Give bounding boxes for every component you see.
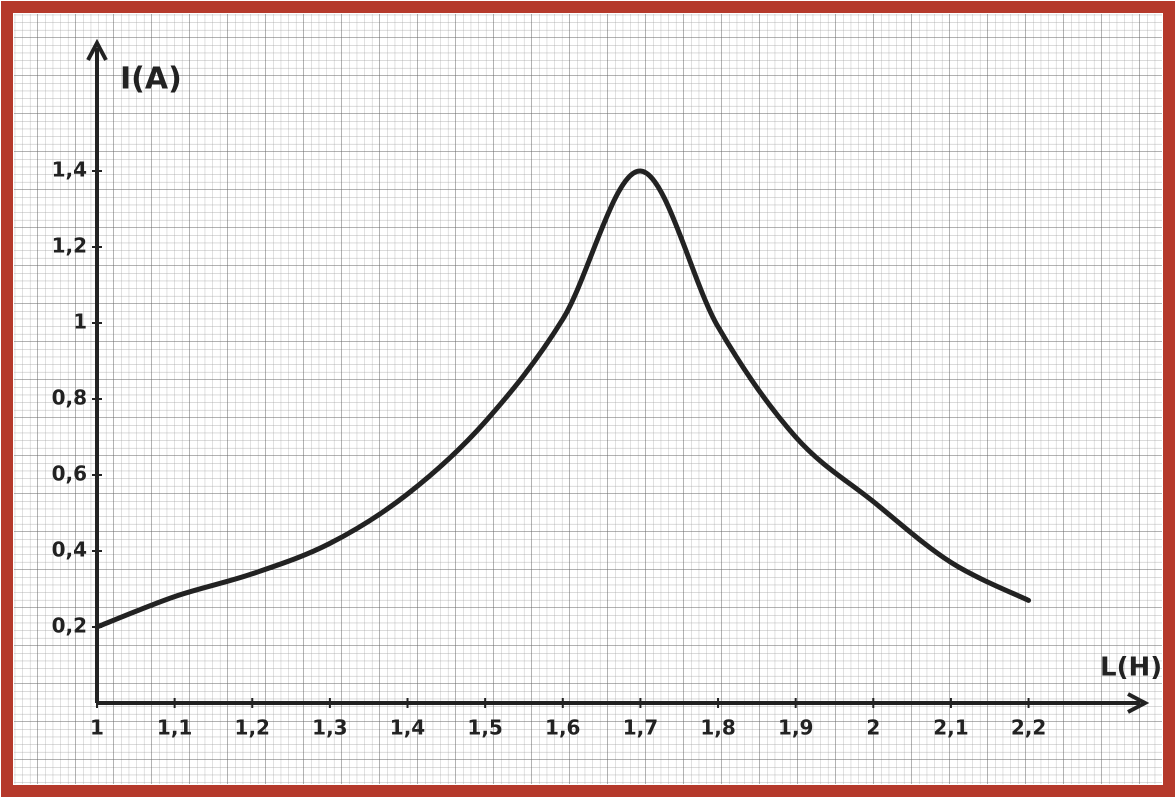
y-tick-label: 0,4 [52,538,87,562]
x-tick-label: 1 [90,716,104,740]
x-arrow [1127,692,1150,714]
x-tick-label: 1,5 [467,716,502,740]
x-tick-label: 2,1 [933,716,968,740]
x-tick-label: 2 [866,716,880,740]
x-tick-label: 1,8 [700,716,735,740]
x-tick-label: 1,7 [623,716,658,740]
y-tick-label: 0,2 [52,614,87,638]
y-tick-label: 1,2 [52,234,87,258]
x-tick-label: 1,3 [312,716,347,740]
x-tick-label: 2,2 [1011,716,1046,740]
y-arrow [86,38,108,61]
graph-paper [14,14,1162,784]
data-line [94,168,1032,630]
y-tick-label: 0,8 [52,386,87,410]
x-tick-label: 1,9 [778,716,813,740]
x-tick-label: 1,2 [235,716,270,740]
y-tick-label: 0,6 [52,462,87,486]
y-tick-label: 1,4 [52,158,87,182]
y-tick-label: 1 [73,310,87,334]
x-axis-title: L(H) [1100,653,1162,683]
y-axis-title: I(A) [120,62,182,97]
x-tick-label: 1,4 [390,716,425,740]
x-tick-label: 1,1 [157,716,192,740]
x-tick-label: 1,6 [545,716,580,740]
